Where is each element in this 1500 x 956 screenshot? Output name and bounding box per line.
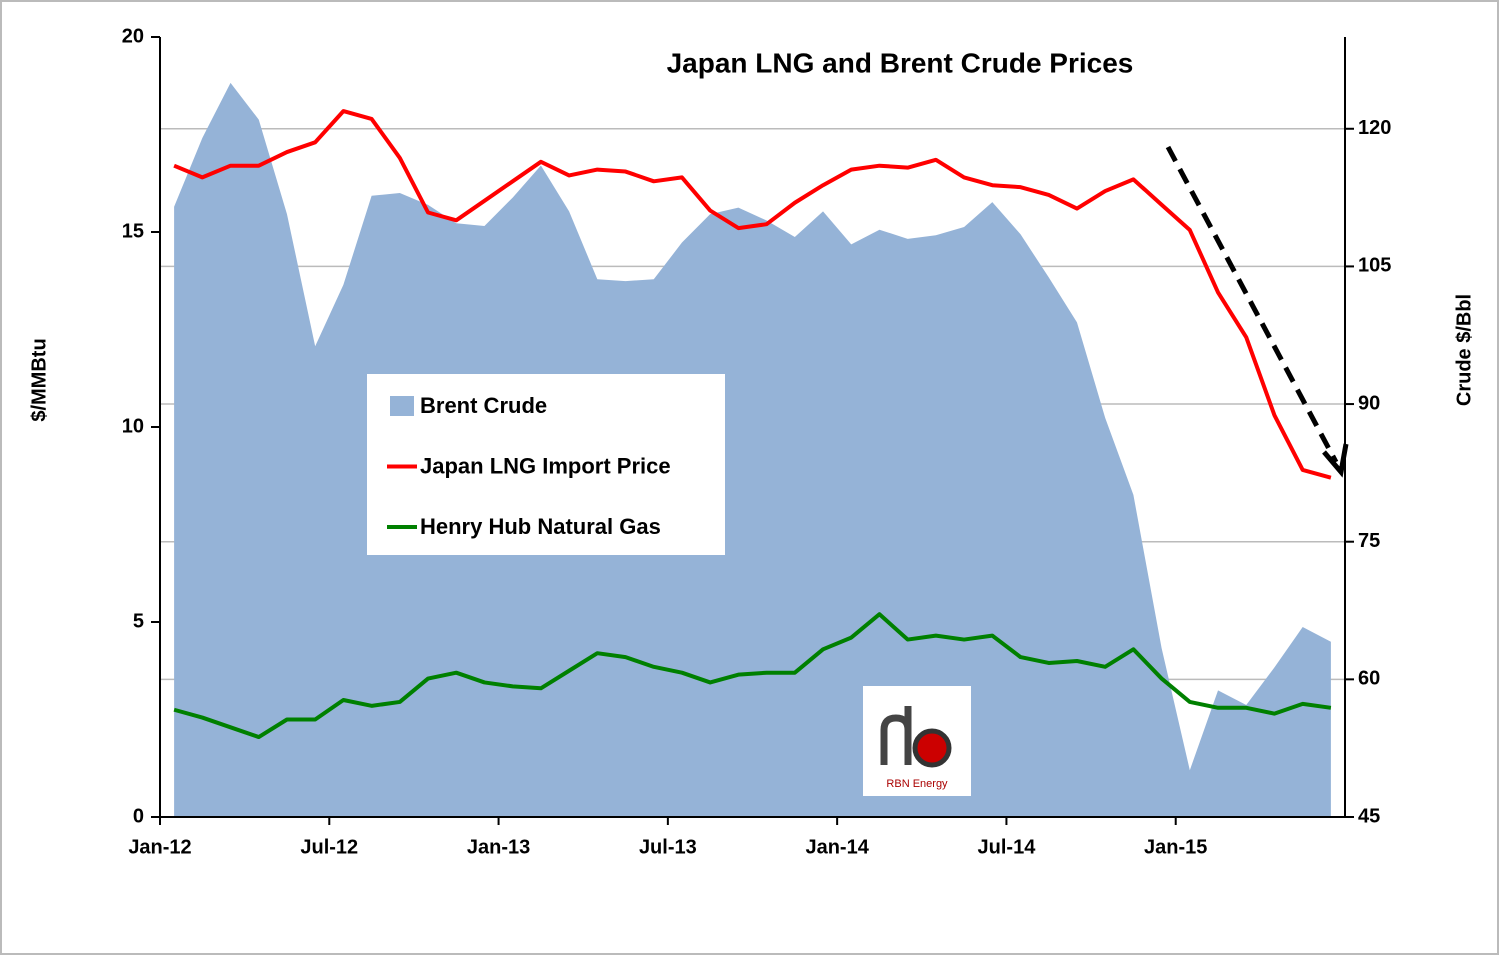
logo-glyph: [880, 706, 912, 765]
logo: RBN Energy: [863, 686, 971, 796]
y2-axis-label: Crude $/Bbl: [1453, 294, 1475, 406]
x-tick-label: Jul-13: [639, 836, 697, 858]
line: [173, 109, 1332, 480]
legend-box: [367, 374, 725, 555]
x-tick-label: Jan-15: [1144, 836, 1207, 858]
logo-text: RBN Energy: [886, 778, 948, 790]
y-tick-label: 0: [133, 805, 144, 827]
logo-dot: [912, 728, 952, 768]
arrow-shaft: [1165, 145, 1339, 464]
x-tick-label: Jul-12: [300, 836, 358, 858]
legend-label: Henry Hub Natural Gas: [420, 514, 661, 539]
line: [173, 612, 1332, 740]
arrow-head: [1322, 443, 1349, 478]
x-tick-label: Jul-14: [978, 836, 1037, 858]
y2-tick-label: 75: [1358, 530, 1380, 552]
x-tick-label: Jan-14: [805, 836, 869, 858]
y2-tick-label: 45: [1358, 805, 1380, 827]
y-tick-label: 15: [122, 220, 144, 242]
area: [174, 82, 1331, 818]
legend-swatch: [390, 396, 414, 416]
y2-tick-label: 120: [1358, 117, 1391, 139]
chart-title: Japan LNG and Brent Crude Prices: [667, 47, 1134, 78]
legend: Brent Crude Japan LNG Import Price Henry H…: [387, 393, 671, 539]
y2-tick-label: 105: [1358, 255, 1391, 277]
legend-label: Brent Crude: [420, 393, 547, 418]
x-tick-label: Jan-13: [467, 836, 530, 858]
legend-label: Japan LNG Import Price: [420, 453, 671, 478]
plot-area: 0 5 10 15 20 45 60 75 90 105 120 Jan-12 Jul-12 Jan-13…: [122, 25, 1392, 858]
y-axis-label: $/MMBtu: [28, 338, 50, 421]
arrow: [1165, 145, 1349, 478]
x-tick-label: Jan-12: [128, 836, 191, 858]
y-tick-label: 10: [122, 415, 144, 437]
y-tick-label: 20: [122, 25, 144, 47]
y-tick-label: 5: [133, 610, 144, 632]
y2-tick-label: 60: [1358, 668, 1380, 690]
y2-tick-label: 90: [1358, 392, 1380, 414]
